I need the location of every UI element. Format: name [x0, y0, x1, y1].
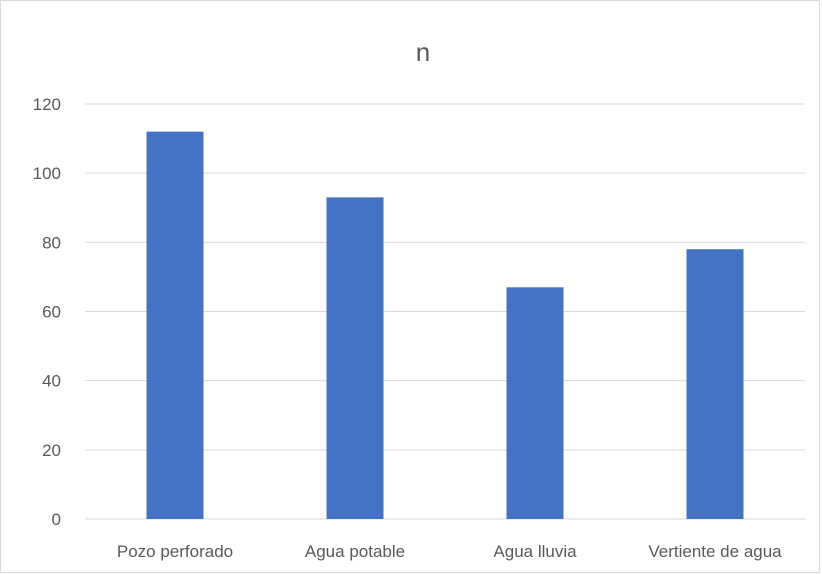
- y-tick-label: 80: [42, 233, 61, 252]
- y-axis-tick-labels: 0 20 40 60 80 100 120: [33, 95, 61, 529]
- gridlines: [85, 103, 805, 520]
- y-tick-label: 120: [33, 95, 61, 114]
- bar-3: [506, 287, 564, 519]
- y-tick-label: 20: [42, 441, 61, 460]
- bar-2: [326, 197, 384, 519]
- y-tick-label: 40: [42, 372, 61, 391]
- chart-title: n: [416, 37, 430, 67]
- x-category-label: Agua lluvia: [493, 542, 577, 561]
- x-axis-category-labels: Pozo perforado Agua potable Agua lluvia Ver…: [117, 542, 782, 561]
- x-category-label: Pozo perforado: [117, 542, 233, 561]
- x-category-label: Vertiente de agua: [648, 542, 782, 561]
- bars: [146, 131, 744, 519]
- bar-4: [686, 249, 744, 519]
- y-tick-label: 60: [42, 303, 61, 322]
- bar-1: [146, 131, 204, 519]
- x-category-label: Agua potable: [305, 542, 405, 561]
- y-tick-label: 0: [52, 510, 61, 529]
- y-tick-label: 100: [33, 164, 61, 183]
